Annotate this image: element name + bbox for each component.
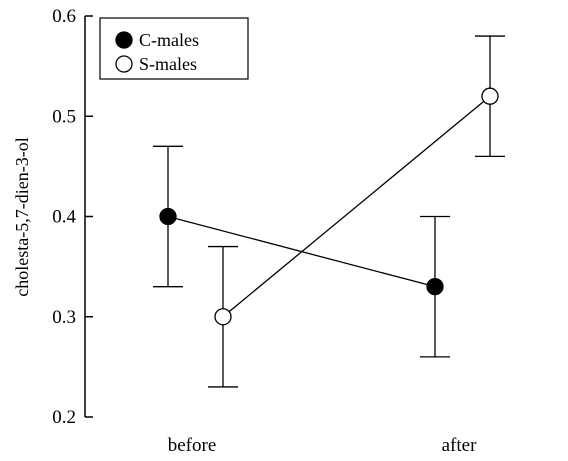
data-point-s-males-after	[481, 87, 499, 105]
x-tick-labels: before after	[168, 435, 477, 456]
legend-marker-s-males	[115, 55, 133, 73]
series-s-males	[208, 35, 505, 388]
y-ticks: 0.2 0.3 0.4 0.5 0.6	[52, 6, 93, 428]
legend-marker-c-males	[115, 31, 133, 49]
data-point-c-males-after	[426, 278, 444, 296]
y-axis-title: cholesta-5,7-dien-3-ol	[12, 137, 32, 296]
data-point-c-males-before	[159, 207, 177, 226]
legend-label-c-males: C-males	[139, 30, 199, 50]
data-point-s-males-before	[214, 308, 232, 326]
y-tick-label-3: 0.5	[52, 106, 76, 127]
y-tick-label-2: 0.4	[52, 207, 76, 228]
series-layer	[153, 35, 505, 388]
series-line-s-males	[222, 95, 491, 318]
legend-label-s-males: S-males	[139, 54, 197, 74]
legend: C-males S-males	[99, 17, 249, 80]
y-tick-label-1: 0.3	[52, 307, 76, 328]
x-tick-label-after: after	[442, 435, 477, 456]
y-tick-label-4: 0.6	[52, 6, 76, 27]
y-axis: 0.2 0.3 0.4 0.5 0.6	[52, 6, 93, 428]
x-tick-label-before: before	[168, 435, 217, 456]
y-tick-label-0: 0.2	[52, 407, 76, 428]
